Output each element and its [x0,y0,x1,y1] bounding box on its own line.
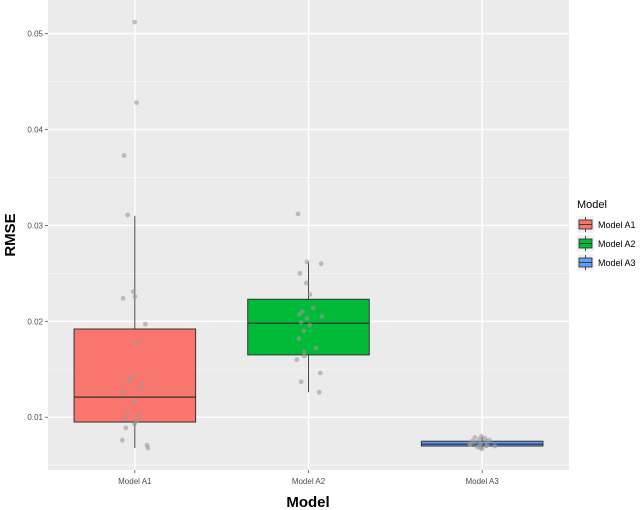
model-a3-point [484,438,489,444]
model-a3-point [483,443,489,449]
model-a1-point [143,321,148,327]
legend-label-model-a2: Model A2 [598,239,636,249]
legend: Model Model A1 Model A2 Model A3 [577,199,636,271]
model-a1-point [130,375,135,381]
y-tick-label: 0.03 [27,221,43,230]
y-tick-label: 0.05 [27,30,43,39]
model-a1-point [132,421,137,427]
legend-entry-model-a3: Model A3 [577,254,636,271]
model-a2-point [313,345,319,351]
model-a2-point [304,259,310,265]
model-a2-point [301,353,307,359]
jitter-points [119,19,498,452]
model-a2-point [296,312,302,317]
model-a2-point [318,261,324,267]
legend-keys: Model A1 Model A2 Model A3 [577,216,636,271]
model-a2-point [317,370,323,376]
legend-entry-model-a2: Model A2 [577,235,636,252]
model-a2-point [296,336,302,341]
model-a1-point [136,387,142,392]
model-a1-point [123,425,129,431]
axes: 0.01 0.02 0.03 0.04 0.05 Model A1 Model A2 Mode… [27,30,499,486]
model-a1-point [122,416,128,422]
model-a2-point [302,349,307,355]
model-a2-point [319,314,325,319]
model-a3-point [492,443,498,449]
x-tick-label-model-a1: Model A1 [118,477,152,486]
model-a1-point [130,289,136,294]
model-a2-point [300,309,305,315]
model-a2-point [307,322,313,328]
model-a3-point [467,441,472,447]
y-axis-title: RMSE [2,213,19,256]
model-a2-point [316,389,322,395]
model-a1-point [126,378,132,384]
model-a2-point [295,211,301,217]
model-a1-point [134,340,140,345]
x-tick-label-model-a2: Model A2 [292,477,326,486]
model-a2-point [301,328,307,334]
model-a2-point [298,319,304,325]
x-tick-label-model-a3: Model A3 [465,477,499,486]
model-a2-point [297,271,303,276]
model-a1-point [134,100,139,105]
model-a1-point [132,294,138,299]
model-a1-point [140,381,146,387]
model-a1-point [120,389,126,395]
model-a3-point [472,435,478,440]
y-tick-label: 0.02 [27,317,43,326]
model-a2-point [298,379,304,385]
model-a1-point [132,19,138,25]
model-a2-point [307,292,313,297]
model-a1-point [137,413,143,419]
model-a2-point [303,280,309,286]
legend-label-model-a3: Model A3 [598,258,636,268]
model-a1-point [121,153,127,158]
model-a3-point [477,436,482,442]
model-a1-point [145,445,151,451]
model-a1-point [120,295,126,301]
model-a2-point [310,305,316,311]
model-a1-box [73,328,197,423]
x-axis-title: Model [286,494,329,510]
model-a2-point [294,357,300,363]
legend-title: Model [577,199,607,211]
model-a1-point [125,409,130,414]
legend-entry-model-a1: Model A1 [577,216,636,233]
model-a2-point [304,316,310,321]
model-a1-point [125,212,131,218]
y-tick-label: 0.01 [27,413,43,422]
model-a3-point [479,446,485,452]
model-a1-point [132,399,138,405]
y-tick-label: 0.04 [27,125,43,134]
legend-label-model-a1: Model A1 [598,220,636,230]
model-a1-point [119,437,125,443]
model-a3-point [472,439,477,445]
